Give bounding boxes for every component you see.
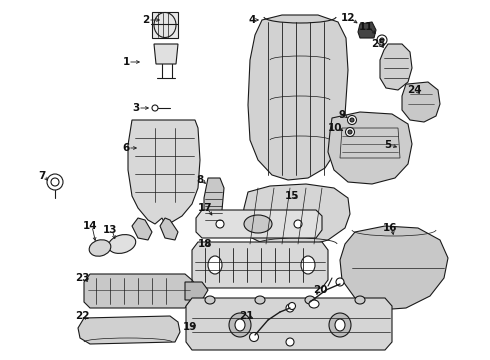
Ellipse shape [377,35,387,45]
Polygon shape [132,218,152,240]
Ellipse shape [235,319,245,331]
Polygon shape [78,316,180,344]
Polygon shape [160,218,178,240]
Text: 19: 19 [183,322,197,332]
Ellipse shape [249,333,259,342]
Polygon shape [152,12,178,38]
Ellipse shape [47,174,63,190]
Text: 3: 3 [132,103,140,113]
Polygon shape [380,44,412,90]
Polygon shape [328,112,412,184]
Ellipse shape [347,116,357,125]
Text: 15: 15 [285,191,299,201]
Polygon shape [204,178,224,228]
Text: 20: 20 [313,285,327,295]
Polygon shape [186,298,392,350]
Text: 16: 16 [383,223,397,233]
Text: 1: 1 [122,57,130,67]
Ellipse shape [286,304,294,312]
Text: 5: 5 [384,140,392,150]
Ellipse shape [89,240,111,256]
Text: 24: 24 [407,85,421,95]
Text: 23: 23 [75,273,89,283]
Text: 8: 8 [196,175,204,185]
Ellipse shape [208,256,222,274]
Ellipse shape [205,296,215,304]
Ellipse shape [294,220,302,228]
Text: 2: 2 [143,15,149,25]
Text: 6: 6 [122,143,130,153]
Ellipse shape [289,302,295,310]
Ellipse shape [335,319,345,331]
Ellipse shape [348,130,352,134]
Polygon shape [358,22,376,38]
Text: 9: 9 [339,110,345,120]
Ellipse shape [355,296,365,304]
Polygon shape [128,120,200,224]
Ellipse shape [152,105,158,111]
Text: 18: 18 [198,239,212,249]
Ellipse shape [108,235,136,253]
Text: 14: 14 [83,221,98,231]
Ellipse shape [309,300,319,308]
Ellipse shape [336,278,344,286]
Text: 22: 22 [75,311,89,321]
Ellipse shape [51,178,59,186]
Polygon shape [192,242,328,288]
Ellipse shape [286,338,294,346]
Text: 21: 21 [239,311,253,321]
Polygon shape [196,210,322,238]
Text: 11: 11 [359,22,373,32]
Ellipse shape [229,313,251,337]
Text: 4: 4 [248,15,256,25]
Ellipse shape [154,13,176,37]
Ellipse shape [350,118,354,122]
Polygon shape [154,44,178,64]
Polygon shape [248,15,348,180]
Text: 13: 13 [103,225,117,235]
Text: 12: 12 [341,13,355,23]
Ellipse shape [255,296,265,304]
Text: 10: 10 [328,123,342,133]
Text: 17: 17 [197,203,212,213]
Ellipse shape [305,296,315,304]
Ellipse shape [329,313,351,337]
Ellipse shape [345,127,354,136]
Polygon shape [84,274,192,308]
Ellipse shape [244,215,272,233]
Ellipse shape [380,38,384,42]
Text: 7: 7 [38,171,46,181]
Ellipse shape [301,256,315,274]
Polygon shape [242,184,350,248]
Ellipse shape [216,220,224,228]
Polygon shape [402,82,440,122]
Polygon shape [185,282,208,300]
Polygon shape [340,226,448,310]
Text: 25: 25 [371,39,385,49]
